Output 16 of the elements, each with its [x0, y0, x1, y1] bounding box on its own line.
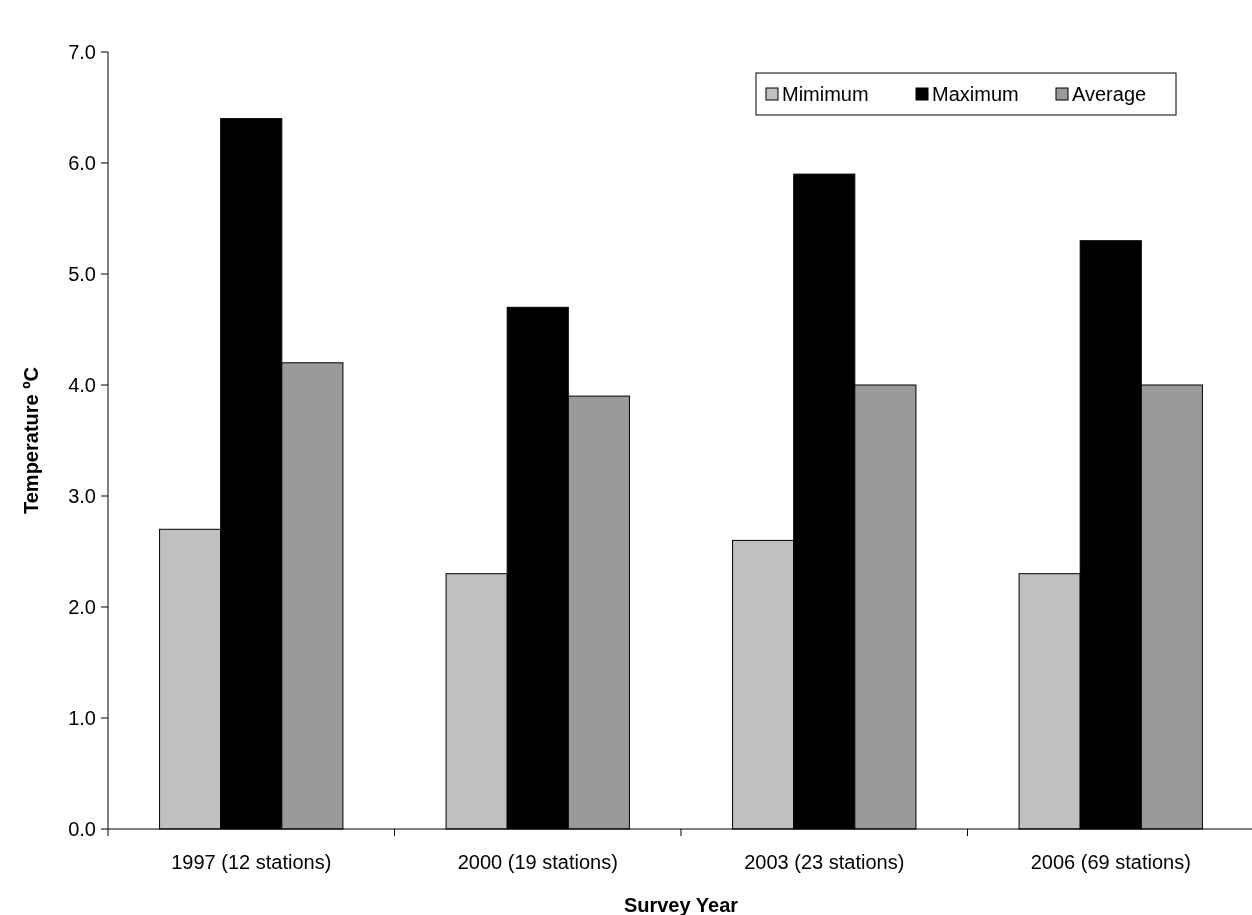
- legend-label: Mimimum: [782, 83, 869, 105]
- legend-label: Average: [1072, 83, 1147, 105]
- y-tick-label: 7.0: [68, 41, 96, 63]
- y-tick-label: 2.0: [68, 596, 96, 618]
- y-tick-label: 4.0: [68, 374, 96, 396]
- x-tick-label: 2006 (69 stations): [1030, 851, 1191, 873]
- y-tick-label: 0.0: [68, 818, 96, 840]
- x-tick-label: 1997 (12 stations): [171, 851, 332, 873]
- y-tick-label: 1.0: [68, 707, 96, 729]
- y-tick-label: 5.0: [68, 263, 96, 285]
- y-tick-label: 3.0: [68, 485, 96, 507]
- x-tick-label: 2000 (19 stations): [457, 851, 618, 873]
- x-tick-label: 2003 (23 stations): [744, 851, 905, 873]
- y-tick-label: 6.0: [68, 152, 96, 174]
- y-axis-title: Temperature ºC: [20, 367, 42, 514]
- legend-label: Maximum: [932, 83, 1019, 105]
